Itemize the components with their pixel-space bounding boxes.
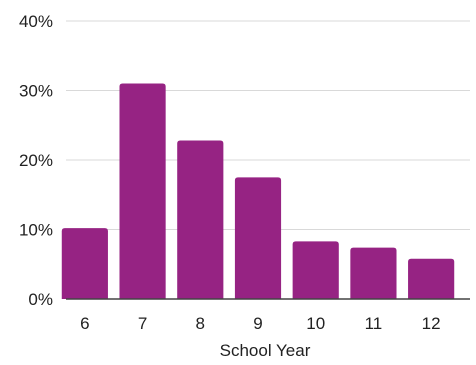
y-tick-label: 0% [28, 290, 53, 309]
x-axis-title: School Year [220, 341, 311, 360]
x-tick-label: 12 [422, 314, 441, 333]
x-tick-label: 6 [80, 314, 89, 333]
x-tick-labels: 6 7 8 9 10 11 12 [80, 314, 440, 333]
x-tick-label: 11 [365, 314, 383, 333]
y-tick-label: 20% [19, 151, 53, 170]
y-tick-labels: 0% 10% 20% 30% 40% [19, 12, 53, 309]
bar-11 [350, 247, 397, 299]
bar-7 [119, 83, 166, 299]
y-tick-label: 40% [19, 12, 53, 31]
bar-6 [61, 228, 108, 299]
bar-9 [234, 177, 282, 299]
y-tick-label: 30% [19, 82, 53, 101]
bar-8 [177, 140, 224, 299]
x-tick-label: 9 [253, 314, 262, 333]
y-tick-label: 10% [19, 221, 53, 240]
x-tick-label: 8 [196, 314, 205, 333]
x-tick-label: 10 [306, 314, 325, 333]
x-tick-label: 7 [138, 314, 147, 333]
bar-12 [408, 258, 455, 299]
bar-10 [292, 241, 339, 299]
bars [61, 83, 455, 299]
